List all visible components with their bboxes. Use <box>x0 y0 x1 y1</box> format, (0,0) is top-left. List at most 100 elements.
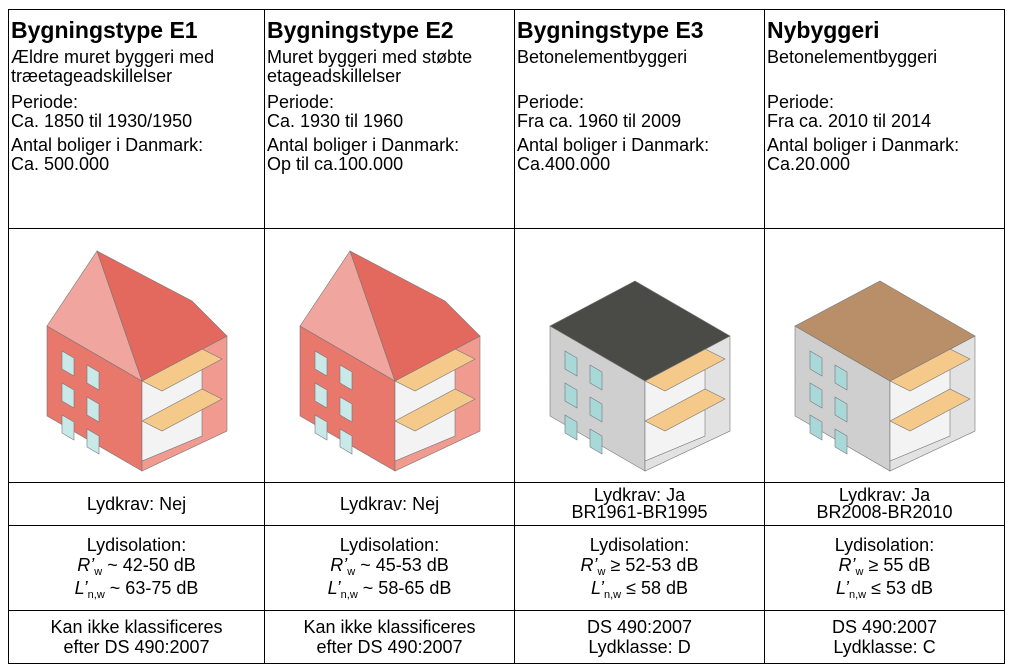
period: Ca. 1930 til 1960 <box>267 111 404 131</box>
period-label: Periode: <box>11 92 79 112</box>
header-cell: Bygningstype E3 Betonelementbyggeri Period… <box>514 9 765 229</box>
impact-subscript: n,w <box>603 589 622 601</box>
window <box>314 382 327 409</box>
period-block: Periode: Fra ca. 1960 til 2009 <box>517 93 762 131</box>
requirement-line: Lydkrav: Ja <box>593 485 686 505</box>
airborne-value: ~ 45-53 dB <box>360 555 449 575</box>
count: Ca.20.000 <box>767 154 851 174</box>
window <box>589 364 602 391</box>
building-title: Nybyggeri <box>767 17 880 43</box>
window <box>61 414 74 441</box>
table-row: Lydkrav: Nej Lydkrav: Nej Lydkrav: Ja BR196… <box>8 482 1005 526</box>
impact-line: L’n,w ≤ 58 dB <box>517 578 762 601</box>
impact-value: ~ 63-75 dB <box>109 578 199 598</box>
count-label: Antal boliger i Danmark: <box>11 135 204 155</box>
period-block: Periode: Ca. 1930 til 1960 <box>267 93 512 131</box>
building-title: Bygningstype E2 <box>267 17 454 43</box>
window <box>564 414 577 441</box>
illustration-cell <box>8 228 265 483</box>
period: Ca. 1850 til 1930/1950 <box>11 111 193 131</box>
airborne-value: ≥ 52-53 dB <box>610 555 699 575</box>
airborne-symbol: R’ <box>838 555 856 575</box>
impact-symbol: L’ <box>835 578 849 598</box>
header-cell: Bygningstype E1 Ældre muret byggeri med t… <box>8 9 265 229</box>
period: Fra ca. 2010 til 2014 <box>767 111 932 131</box>
impact-subscript: n,w <box>340 589 358 601</box>
requirement-line: Lydkrav: Nej <box>339 493 440 514</box>
airborne-subscript: w <box>347 566 356 578</box>
table-row: Lydisolation: R’w ~ 42-50 dB L’n,w ~ 63-75… <box>8 525 1005 611</box>
count-block: Antal boliger i Danmark: Ca.400.000 <box>517 136 762 174</box>
classification-cell: DS 490:2007 Lydklasse: D <box>514 610 765 664</box>
classification-line: efter DS 490:2007 <box>316 637 463 657</box>
insulation-cell: Lydisolation: R’w ~ 45-53 dB L’n,w ~ 58-65… <box>264 525 515 611</box>
count: Ca. 500.000 <box>11 154 110 174</box>
requirement-line: BR1961-BR1995 <box>571 502 708 522</box>
roof <box>348 250 480 382</box>
count-label: Antal boliger i Danmark: <box>517 135 710 155</box>
classification-line: DS 490:2007 <box>831 617 938 637</box>
insulation-label: Lydisolation: <box>589 535 690 555</box>
period-label: Periode: <box>517 92 585 112</box>
period-block: Periode: Ca. 1850 til 1930/1950 <box>11 93 262 131</box>
floor-slab <box>643 388 726 432</box>
insulation-cell: Lydisolation: R’w ~ 42-50 dB L’n,w ~ 63-75… <box>8 525 265 611</box>
window <box>809 414 822 441</box>
roof <box>548 280 731 382</box>
building-illustration <box>548 280 731 472</box>
classification-cell: DS 490:2007 Lydklasse: C <box>764 610 1005 664</box>
count-block: Antal boliger i Danmark: Op til ca.100.00… <box>267 136 512 174</box>
table-row <box>8 228 1005 483</box>
window <box>86 364 99 391</box>
impact-symbol: L’ <box>74 578 88 598</box>
impact-line: L’n,w ~ 63-75 dB <box>11 578 262 601</box>
airborne-line: R’w ≥ 55 dB <box>767 555 1002 578</box>
table-row: Kan ikke klassificeres efter DS 490:2007 K… <box>8 610 1005 664</box>
count-block: Antal boliger i Danmark: Ca.20.000 <box>767 136 1002 174</box>
building-table: Bygningstype E1 Ældre muret byggeri med t… <box>8 9 1005 664</box>
impact-symbol: L’ <box>327 578 341 598</box>
insulation-label: Lydisolation: <box>339 535 440 555</box>
classification-line: Kan ikke klassificeres <box>50 617 223 637</box>
window <box>564 382 577 409</box>
insulation-label: Lydisolation: <box>86 535 187 555</box>
classification-line: efter DS 490:2007 <box>63 637 210 657</box>
window <box>86 396 99 423</box>
requirement-line: Lydkrav: Ja <box>838 485 931 505</box>
window <box>834 428 847 455</box>
roof <box>95 250 227 382</box>
floor-slab <box>393 388 476 432</box>
window <box>809 382 822 409</box>
window <box>809 350 822 377</box>
floor-slab <box>888 388 971 432</box>
classification-cell: Kan ikke klassificeres efter DS 490:2007 <box>8 610 265 664</box>
building-title: Bygningstype E3 <box>517 17 704 43</box>
airborne-line: R’w ~ 42-50 dB <box>11 555 262 578</box>
airborne-value: ~ 42-50 dB <box>107 555 196 575</box>
impact-line: L’n,w ≤ 53 dB <box>767 578 1002 601</box>
window <box>61 382 74 409</box>
requirement-cell: Lydkrav: Nej <box>8 482 265 526</box>
count-label: Antal boliger i Danmark: <box>267 135 460 155</box>
classification-line: Lydklasse: C <box>833 637 936 657</box>
impact-value: ≤ 58 dB <box>626 578 689 598</box>
floor-slab <box>140 388 223 432</box>
table-row: Bygningstype E1 Ældre muret byggeri med t… <box>8 9 1005 229</box>
window <box>339 428 352 455</box>
roof <box>793 280 976 382</box>
airborne-symbol: R’ <box>77 555 95 575</box>
period: Fra ca. 1960 til 2009 <box>517 111 682 131</box>
impact-symbol: L’ <box>590 578 604 598</box>
window <box>834 364 847 391</box>
window <box>564 350 577 377</box>
classification-line: Kan ikke klassificeres <box>303 617 476 637</box>
count-block: Antal boliger i Danmark: Ca. 500.000 <box>11 136 262 174</box>
illustration-cell <box>514 228 765 483</box>
period-block: Periode: Fra ca. 2010 til 2014 <box>767 93 1002 131</box>
description: Muret byggeri med støbte etageadskillels… <box>267 47 473 86</box>
description: Ældre muret byggeri med træetageadskille… <box>11 47 215 86</box>
window <box>61 350 74 377</box>
building-illustration <box>793 280 976 472</box>
building-illustration <box>46 250 227 472</box>
impact-subscript: n,w <box>87 589 105 601</box>
